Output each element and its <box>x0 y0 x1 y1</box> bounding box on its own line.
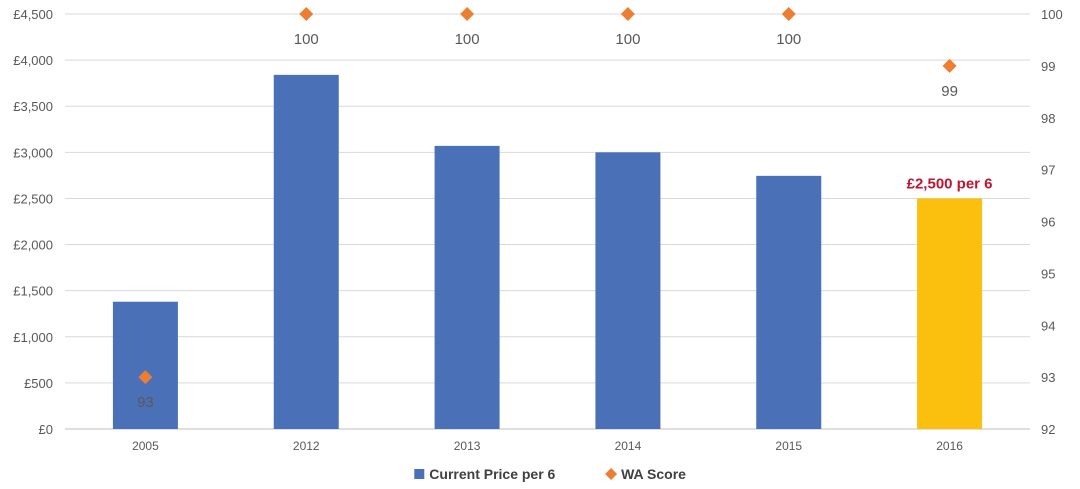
y2-tick-label: 93 <box>1041 370 1055 385</box>
bar <box>595 152 661 430</box>
x-tick-label: 2014 <box>615 439 642 453</box>
y2-tick-label: 92 <box>1041 422 1055 437</box>
legend-label: WA Score <box>621 466 686 482</box>
legend: Current Price per 6 WA Score <box>414 466 686 482</box>
x-axis-ticks: 2005 2012 2013 2014 2015 2016 <box>132 439 963 453</box>
right-axis-ticks: 92 93 94 95 96 97 98 99 100 <box>1041 7 1063 437</box>
legend-swatch-bar <box>414 469 425 479</box>
score-markers: 93 100 100 100 100 99 <box>137 7 958 411</box>
bar <box>273 74 339 429</box>
bar-value-label: £2,500 per 6 <box>907 175 993 192</box>
y-tick-label: £3,500 <box>13 99 53 114</box>
y2-tick-label: 95 <box>1041 266 1055 281</box>
legend-label: Current Price per 6 <box>429 466 555 482</box>
score-marker <box>620 7 635 21</box>
x-tick-label: 2013 <box>454 439 481 453</box>
y2-tick-label: 97 <box>1041 163 1055 178</box>
score-marker <box>138 370 153 385</box>
score-label: 100 <box>615 31 640 48</box>
score-label: 100 <box>294 31 319 48</box>
y2-tick-label: 98 <box>1041 111 1055 126</box>
x-tick-label: 2012 <box>293 439 320 453</box>
x-tick-label: 2005 <box>132 439 159 453</box>
score-label: 100 <box>776 31 801 48</box>
score-marker <box>299 7 314 21</box>
y-tick-label: £2,500 <box>13 191 53 206</box>
bar <box>434 145 500 429</box>
y-tick-label: £1,500 <box>13 284 53 299</box>
y-tick-label: £3,000 <box>13 145 53 160</box>
y-tick-label: £0 <box>39 422 53 437</box>
score-label: 93 <box>137 394 154 411</box>
x-tick-label: 2016 <box>936 439 963 453</box>
y-tick-label: £2,000 <box>13 238 53 253</box>
y-tick-label: £4,500 <box>13 7 53 22</box>
bar <box>917 198 983 429</box>
left-axis-ticks: £0 £500 £1,000 £1,500 £2,000 £2,500 £3,000 £3,5… <box>13 7 53 437</box>
bars: £2,500 per 6 <box>112 74 993 430</box>
y2-tick-label: 99 <box>1041 59 1055 74</box>
legend-swatch-diamond <box>605 468 618 480</box>
gridlines <box>65 13 1030 430</box>
score-marker <box>781 7 796 21</box>
y-tick-label: £1,000 <box>13 330 53 345</box>
y2-tick-label: 94 <box>1041 318 1055 333</box>
y2-tick-label: 96 <box>1041 215 1055 230</box>
score-marker <box>942 58 957 73</box>
x-tick-label: 2015 <box>775 439 802 453</box>
score-label: 100 <box>455 31 480 48</box>
y2-tick-label: 100 <box>1041 7 1063 22</box>
bar <box>756 175 822 429</box>
bar <box>112 301 178 429</box>
score-marker <box>460 7 475 21</box>
y-tick-label: £500 <box>24 376 53 391</box>
y-tick-label: £4,000 <box>13 53 53 68</box>
score-label: 99 <box>941 83 958 100</box>
